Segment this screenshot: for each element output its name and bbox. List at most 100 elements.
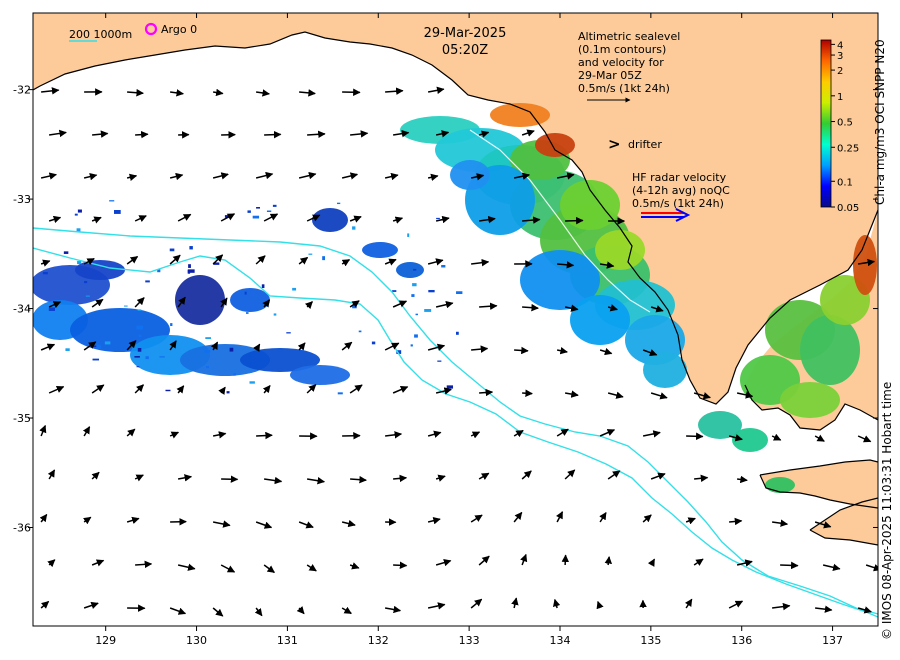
velocity-arrow — [427, 86, 445, 95]
velocity-arrow — [39, 513, 48, 523]
chl-speck — [286, 332, 291, 334]
chl-offshore-patch — [362, 242, 398, 258]
velocity-arrow — [471, 258, 490, 267]
velocity-arrow — [298, 256, 309, 265]
chl-speck — [233, 373, 236, 376]
velocity-arrow — [427, 602, 446, 610]
colorbar-tick-label: 0.05 — [837, 203, 859, 214]
x-tick-label: 136 — [731, 634, 752, 647]
velocity-arrow — [341, 172, 359, 180]
chl-speck — [145, 280, 150, 283]
velocity-arrow — [349, 300, 360, 308]
velocity-arrow — [650, 472, 666, 480]
kangaroo-island — [760, 460, 878, 508]
altimetry-line-2: (0.1m contours) — [578, 43, 666, 56]
y-tick-label: -35 — [13, 412, 31, 425]
altimetry-legend: Altimetric sealevel (0.1m contours) and … — [578, 30, 680, 103]
velocity-arrow — [392, 386, 409, 394]
chl-speck — [63, 251, 69, 254]
contour-200m — [33, 227, 878, 615]
chl-speck — [415, 313, 418, 316]
velocity-arrow — [470, 514, 483, 523]
map-time: 05:20Z — [442, 43, 488, 58]
velocity-arrow — [177, 296, 186, 308]
velocity-arrow — [479, 215, 496, 224]
velocity-arrow — [650, 392, 668, 400]
velocity-arrow — [134, 474, 144, 482]
velocity-arrow — [564, 469, 576, 480]
chl-speck — [114, 210, 121, 214]
velocity-arrow — [556, 511, 564, 523]
x-tick-label: 133 — [459, 634, 480, 647]
imos-credit: © IMOS 08-Apr-2025 11:03:31 Hobart time — [880, 381, 894, 640]
velocity-arrow — [177, 474, 193, 482]
velocity-arrow — [772, 602, 791, 611]
velocity-arrow — [513, 429, 524, 438]
velocity-arrow — [169, 340, 177, 351]
depth-contour-legend: 200 1000m — [69, 28, 132, 41]
velocity-arrow — [134, 297, 145, 308]
chl-gulf-patch — [732, 428, 768, 452]
chl-speck — [436, 217, 440, 220]
x-tick-label: 130 — [186, 634, 207, 647]
x-tick-label: 129 — [95, 634, 116, 647]
velocity-arrow — [815, 605, 833, 613]
velocity-arrow — [169, 254, 181, 265]
velocity-arrow — [604, 556, 613, 566]
chl-speck — [77, 209, 82, 213]
velocity-arrow — [40, 343, 56, 351]
fleurieu-peninsula — [810, 498, 878, 545]
velocity-arrow — [392, 216, 404, 224]
velocity-arrow — [91, 384, 105, 394]
velocity-arrow — [350, 475, 367, 484]
velocity-arrow — [772, 519, 789, 527]
chl-speck — [205, 337, 211, 339]
chl-shelf-patch — [490, 103, 550, 127]
chl-speck — [109, 200, 115, 202]
velocity-arrow — [607, 391, 624, 399]
velocity-arrow — [607, 470, 621, 480]
chl-speck — [204, 350, 211, 353]
x-tick-label: 137 — [822, 634, 843, 647]
altimetry-line-1: Altimetric sealevel — [578, 30, 680, 43]
velocity-arrow — [306, 476, 326, 485]
velocity-arrow — [600, 261, 615, 269]
velocity-arrow — [341, 606, 352, 615]
argo-float-icon — [144, 22, 158, 36]
velocity-arrow — [513, 511, 523, 523]
plot-frame — [32, 12, 879, 627]
chl-speck — [213, 262, 220, 265]
velocity-arrow — [728, 600, 744, 609]
chl-gulf-patch — [853, 235, 877, 295]
chl-speck — [65, 348, 70, 351]
chl-shelf-patch — [450, 160, 490, 190]
chl-offshore-patch — [175, 275, 225, 325]
velocity-arrow — [521, 129, 535, 137]
velocity-arrow — [254, 607, 263, 617]
chl-speck — [266, 210, 272, 212]
velocity-arrow — [693, 392, 711, 400]
velocity-arrow — [556, 428, 569, 437]
chl-speck — [371, 341, 376, 345]
chl-speck — [84, 280, 88, 284]
velocity-arrow — [642, 349, 658, 357]
velocity-arrow — [693, 558, 704, 566]
velocity-arrow — [48, 301, 62, 309]
velocity-arrow — [684, 598, 693, 609]
velocity-arrow — [393, 474, 408, 483]
velocity-arrow — [822, 563, 841, 572]
velocity-arrow — [218, 386, 226, 395]
y-axis: -32 -33 -34 -35 -36 — [13, 84, 878, 534]
chl-speck — [410, 344, 413, 347]
velocity-arrow — [435, 387, 452, 395]
altimetry-line-5: 0.5m/s (1kt 24h) — [578, 82, 670, 95]
velocity-arrow — [255, 255, 266, 265]
velocity-arrow — [478, 130, 490, 138]
velocity-arrow — [393, 561, 408, 570]
velocity-arrow — [262, 384, 271, 394]
chl-speck — [411, 294, 415, 297]
chl-speck — [322, 256, 326, 261]
velocity-arrow — [522, 216, 541, 224]
map-plot-area — [33, 13, 878, 626]
sealevel-contour — [469, 129, 651, 313]
